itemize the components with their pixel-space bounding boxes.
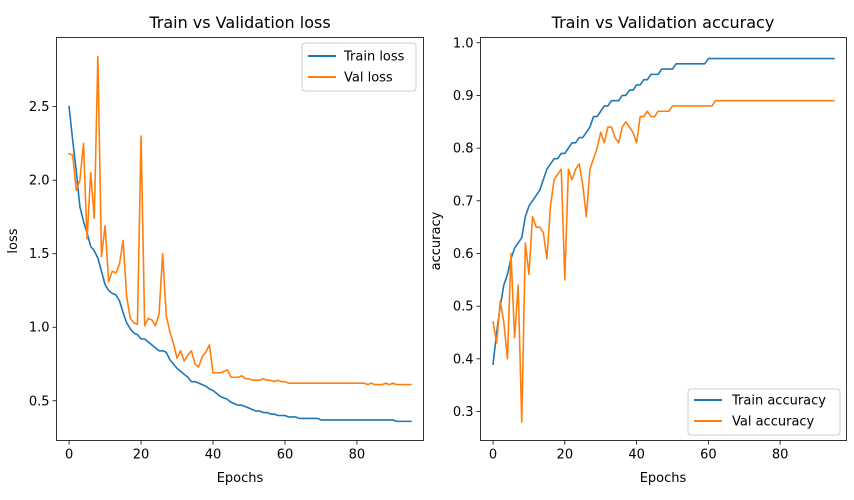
accuracy-ticks: 0 20 40 60 80 0.3 0.4 0.5 0.6 0.7 0.8 0.9 1.0 xyxy=(453,36,789,462)
loss-chart-title: Train vs Validation loss xyxy=(148,13,330,32)
loss-y-tick-label: 1.0 xyxy=(29,321,50,336)
accuracy-legend-box xyxy=(687,388,841,436)
accuracy-x-tick-label: 80 xyxy=(772,448,789,463)
accuracy-series xyxy=(492,57,835,423)
loss-x-tick-label: 40 xyxy=(205,448,222,463)
accuracy-x-tick-label: 40 xyxy=(628,448,645,463)
loss-val-line xyxy=(68,55,412,386)
accuracy-y-tick-label: 1.0 xyxy=(453,36,474,51)
loss-legend-train-label: Train loss xyxy=(343,50,405,65)
loss-y-tick-label: 0.5 xyxy=(29,394,50,409)
loss-ticks: 0 20 40 60 80 0.5 1.0 1.5 2.0 2.5 xyxy=(29,100,365,462)
accuracy-y-tick-label: 0.6 xyxy=(453,247,474,262)
accuracy-chart: Train vs Validation accuracy 0 20 40 60 80 0.… xyxy=(429,13,847,486)
loss-x-tick-label: 0 xyxy=(65,448,73,463)
accuracy-x-tick-label: 60 xyxy=(700,448,717,463)
accuracy-val-line xyxy=(492,99,835,423)
loss-y-axis-label: loss xyxy=(6,228,21,253)
accuracy-y-tick-label: 0.3 xyxy=(453,405,474,420)
accuracy-legend: Train accuracy Val accuracy xyxy=(687,388,841,436)
accuracy-x-axis-label: Epochs xyxy=(640,471,687,486)
accuracy-train-line xyxy=(492,57,835,365)
loss-x-tick-label: 20 xyxy=(133,448,150,463)
loss-x-axis-label: Epochs xyxy=(217,471,264,486)
loss-legend-val-label: Val loss xyxy=(344,71,393,86)
accuracy-y-tick-label: 0.4 xyxy=(453,352,474,367)
accuracy-y-tick-label: 0.5 xyxy=(453,300,474,315)
loss-series xyxy=(68,55,412,423)
accuracy-x-tick-label: 0 xyxy=(489,448,497,463)
accuracy-x-tick-label: 20 xyxy=(557,448,574,463)
loss-legend: Train loss Val loss xyxy=(301,42,417,92)
loss-axes-frame xyxy=(56,37,424,441)
accuracy-axes-frame xyxy=(480,37,847,441)
accuracy-legend-train-label: Train accuracy xyxy=(731,394,826,409)
loss-y-tick-label: 1.5 xyxy=(29,247,50,262)
accuracy-y-tick-label: 0.8 xyxy=(453,142,474,157)
accuracy-legend-val-label: Val accuracy xyxy=(732,415,815,430)
accuracy-y-tick-label: 0.7 xyxy=(453,194,474,209)
accuracy-chart-title: Train vs Validation accuracy xyxy=(551,13,775,32)
loss-x-tick-label: 80 xyxy=(349,448,366,463)
accuracy-y-tick-label: 0.9 xyxy=(453,89,474,104)
accuracy-y-axis-label: accuracy xyxy=(429,211,444,270)
loss-x-tick-label: 60 xyxy=(277,448,294,463)
loss-y-tick-label: 2.0 xyxy=(29,174,50,189)
loss-train-line xyxy=(68,105,412,423)
loss-chart: Train vs Validation loss 0 20 40 60 80 0.5 1.0… xyxy=(6,13,424,486)
loss-y-tick-label: 2.5 xyxy=(29,100,50,115)
